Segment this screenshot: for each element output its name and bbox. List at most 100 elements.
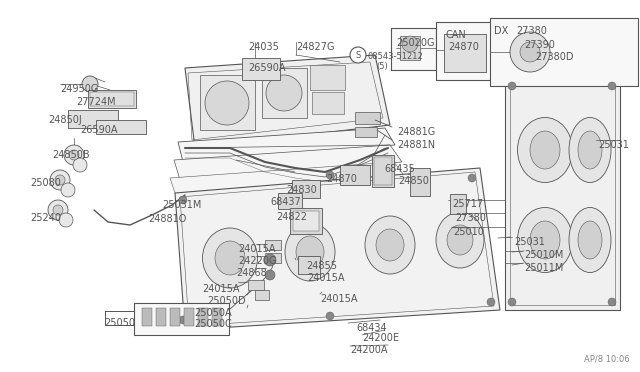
Text: 24870: 24870 [326, 174, 357, 184]
Bar [372, 155, 394, 187]
Circle shape [520, 42, 540, 62]
Bar [156, 308, 166, 326]
Bar [142, 308, 152, 326]
Text: 25717: 25717 [452, 199, 483, 209]
Ellipse shape [365, 216, 415, 274]
Ellipse shape [285, 223, 335, 281]
Circle shape [608, 82, 616, 90]
Text: 24822: 24822 [276, 212, 307, 222]
Text: 24950G: 24950G [60, 84, 99, 94]
Circle shape [53, 205, 63, 215]
Text: 24015A: 24015A [238, 244, 275, 254]
Bar [400, 36, 420, 60]
Text: 24200E: 24200E [362, 333, 399, 343]
Text: S: S [355, 51, 360, 60]
Text: 24827G: 24827G [296, 42, 335, 52]
Circle shape [326, 312, 334, 320]
Bar [340, 165, 370, 185]
Bar [278, 193, 302, 209]
Ellipse shape [376, 229, 404, 261]
Bar [312, 92, 344, 114]
Circle shape [61, 183, 75, 197]
Ellipse shape [518, 208, 573, 273]
Polygon shape [174, 145, 402, 180]
Text: 25031M: 25031M [162, 200, 202, 210]
Bar [200, 75, 255, 130]
Circle shape [326, 171, 334, 179]
Circle shape [179, 196, 187, 204]
Ellipse shape [578, 131, 602, 169]
Text: 68435: 68435 [384, 164, 415, 174]
Text: 25050: 25050 [104, 318, 135, 328]
Bar [391, 28, 436, 70]
Circle shape [264, 254, 276, 266]
Circle shape [205, 81, 249, 125]
Bar [198, 308, 208, 326]
Ellipse shape [569, 208, 611, 273]
Text: 24881G: 24881G [397, 127, 435, 137]
Circle shape [265, 270, 275, 280]
Ellipse shape [518, 118, 573, 183]
Text: 27380: 27380 [455, 213, 486, 223]
Text: 25031: 25031 [598, 140, 629, 150]
Ellipse shape [447, 225, 473, 255]
Bar [292, 180, 320, 198]
Circle shape [55, 175, 65, 185]
Circle shape [64, 145, 84, 165]
Circle shape [179, 316, 187, 324]
Text: 27390: 27390 [524, 40, 555, 50]
Polygon shape [185, 55, 390, 148]
Circle shape [608, 298, 616, 306]
Bar [436, 22, 494, 80]
Text: 24830: 24830 [286, 185, 317, 195]
Circle shape [508, 82, 516, 90]
Circle shape [487, 298, 495, 306]
Text: 25020G: 25020G [396, 38, 435, 48]
Circle shape [510, 32, 550, 72]
Text: DX: DX [494, 26, 508, 36]
Text: 24015A: 24015A [320, 294, 358, 304]
Text: 08543-51212: 08543-51212 [368, 52, 424, 61]
Bar [444, 34, 486, 72]
Polygon shape [178, 128, 395, 162]
Bar [134, 303, 229, 335]
Text: 25050C: 25050C [194, 319, 232, 329]
Text: 24881O: 24881O [148, 214, 186, 224]
Bar [262, 68, 307, 118]
Text: 25011M: 25011M [524, 263, 563, 273]
Polygon shape [505, 78, 620, 310]
Ellipse shape [202, 228, 257, 288]
Text: 24881N: 24881N [397, 140, 435, 150]
Bar [355, 127, 377, 137]
Bar [242, 58, 280, 80]
Polygon shape [175, 168, 500, 330]
Text: 24015A: 24015A [307, 273, 344, 283]
Text: 24220G: 24220G [238, 256, 276, 266]
Bar [248, 280, 264, 290]
Text: 27380: 27380 [516, 26, 547, 36]
Bar [374, 157, 392, 185]
Ellipse shape [215, 241, 245, 275]
Text: 24015A: 24015A [202, 284, 239, 294]
Ellipse shape [530, 221, 560, 259]
Bar [355, 112, 380, 124]
Text: 25080: 25080 [30, 178, 61, 188]
Text: 25050D: 25050D [207, 296, 246, 306]
Bar [88, 90, 136, 108]
Bar [96, 120, 146, 134]
Text: 25010M: 25010M [524, 250, 563, 260]
Text: 25010: 25010 [453, 227, 484, 237]
Bar [170, 308, 180, 326]
Bar [184, 308, 194, 326]
Bar [290, 208, 322, 234]
Circle shape [402, 36, 418, 52]
Text: 26590A: 26590A [248, 63, 285, 73]
Text: 24035: 24035 [248, 42, 279, 52]
Ellipse shape [530, 131, 560, 169]
Text: 27380D: 27380D [535, 52, 573, 62]
Bar [68, 110, 118, 128]
Bar [298, 256, 320, 274]
Circle shape [69, 150, 79, 160]
Bar [293, 211, 319, 231]
Bar [265, 253, 281, 263]
